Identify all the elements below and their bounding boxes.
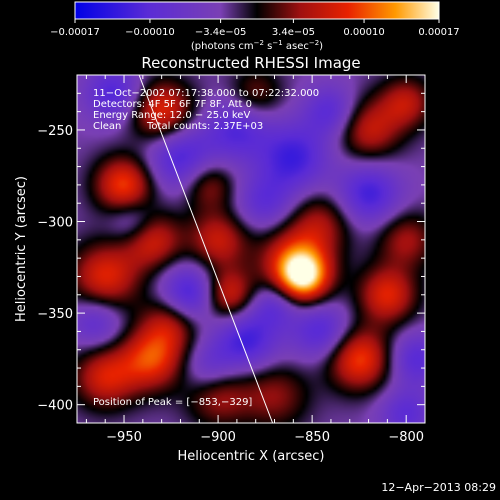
y-axis: −250 −300 −350 −400 bbox=[37, 74, 425, 424]
y-tick-label-2: −350 bbox=[37, 307, 73, 322]
colorbar bbox=[74, 1, 440, 20]
heatmap-image bbox=[77, 75, 425, 423]
y-axis-label: Heliocentric Y (arcsec) bbox=[14, 176, 29, 322]
x-tick-label-3: −800 bbox=[388, 430, 424, 445]
y-tick-label-3: −400 bbox=[37, 399, 73, 414]
annotation-time: 11−Oct−2002 07:17:38.000 to 07:22:32.000 bbox=[93, 88, 319, 99]
colorbar-ticks: −0.00017 −0.00010 −3.4e−05 3.4e−05 0.00010 0.… bbox=[50, 19, 460, 38]
x-tick-label-2: −850 bbox=[294, 430, 330, 445]
y-tick-label-1: −300 bbox=[37, 216, 73, 231]
colorbar-tick-label-0: −0.00017 bbox=[50, 27, 100, 38]
x-axis: −950 −900 −850 −800 bbox=[85, 75, 426, 445]
annotation-energy: Energy Range: 12.0 − 25.0 keV bbox=[93, 110, 250, 121]
colorbar-tick-label-5: 0.00017 bbox=[418, 27, 459, 38]
y-tick-label-0: −250 bbox=[37, 124, 73, 139]
x-tick-label-1: −900 bbox=[200, 430, 236, 445]
x-tick-label-0: −950 bbox=[106, 430, 142, 445]
footer-timestamp: 12−Apr−2013 08:29 bbox=[381, 481, 496, 494]
x-axis-label: Heliocentric X (arcsec) bbox=[178, 449, 325, 464]
annotation-method: Clean bbox=[93, 121, 121, 132]
limb-line bbox=[138, 75, 274, 423]
colorbar-tick-label-1: −0.00010 bbox=[125, 27, 175, 38]
colorbar-tick-label-2: −3.4e−05 bbox=[195, 27, 247, 38]
annotation-peak: Position of Peak = [−853,−329] bbox=[93, 397, 252, 408]
plot-frame bbox=[76, 74, 426, 424]
colorbar-units: (photons cm−2 s−1 asec−2) bbox=[191, 39, 323, 52]
colorbar-tick-label-4: 0.00010 bbox=[343, 27, 384, 38]
colorbar-tick-label-3: 3.4e−05 bbox=[272, 27, 315, 38]
annotation-detectors: Detectors: 4F 5F 6F 7F 8F, Att 0 bbox=[93, 99, 252, 110]
chart-title: Reconstructed RHESSI Image bbox=[141, 54, 360, 72]
annotation-counts: Total counts: 2.37E+03 bbox=[146, 121, 263, 132]
